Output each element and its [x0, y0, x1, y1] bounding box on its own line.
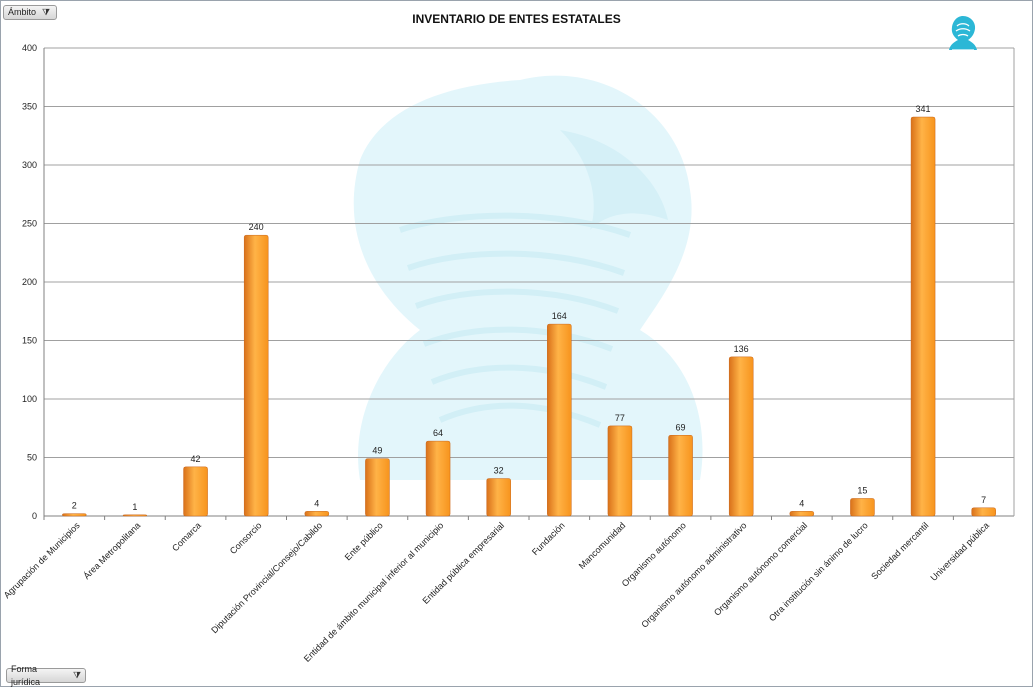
- y-tick-label: 350: [22, 102, 37, 112]
- filter-icon: ⧩: [42, 7, 51, 17]
- x-tick-label: Comarca: [170, 520, 203, 553]
- x-tick-label: Universidad pública: [928, 520, 991, 583]
- y-tick-label: 300: [22, 160, 37, 170]
- x-tick-label: Mancomunidad: [577, 520, 628, 571]
- bar: [62, 513, 87, 517]
- y-tick-label: 150: [22, 336, 37, 346]
- data-label: 240: [249, 222, 264, 232]
- bar: [425, 440, 451, 517]
- data-label: 1: [132, 502, 137, 512]
- y-tick-label: 200: [22, 277, 37, 287]
- gridlines: [43, 47, 1015, 520]
- ambito-filter-button[interactable]: Ámbito ⧩: [3, 5, 57, 20]
- data-label: 49: [372, 446, 382, 456]
- filter-icon: ⧩: [72, 670, 81, 680]
- x-tick-label: Entidad de ámbito municipal inferior al …: [302, 520, 446, 664]
- watermark-emblem: [353, 75, 703, 481]
- x-tick-label: Organismo autónomo: [620, 520, 688, 588]
- bar: [486, 478, 511, 517]
- data-label: 7: [981, 495, 986, 505]
- bar: [607, 425, 633, 517]
- bar: [365, 458, 390, 517]
- data-label: 77: [615, 413, 625, 423]
- y-tick-labels: 0 50 100 150 200 250 300 350 400: [22, 43, 37, 521]
- bar: [668, 435, 693, 517]
- bar: [122, 514, 148, 517]
- data-label: 15: [857, 485, 867, 495]
- ambito-filter-label: Ámbito: [8, 7, 37, 17]
- data-labels: 2 1 42 240 4 49 64 32 164 77 69 136 4 15 341 7: [72, 104, 986, 512]
- data-label: 64: [433, 428, 443, 438]
- bars: [62, 116, 996, 517]
- bar: [728, 356, 754, 517]
- data-label: 341: [916, 104, 931, 114]
- data-label: 4: [799, 498, 804, 508]
- bar: [789, 511, 815, 517]
- data-label: 32: [494, 466, 504, 476]
- bar: [304, 511, 330, 517]
- bar: [183, 466, 208, 517]
- x-tick-label: Fundación: [530, 520, 567, 557]
- x-tick-label: Agrupación de Municipios: [2, 520, 82, 600]
- bar: [850, 498, 875, 517]
- x-tick-label: Sociedad mercantil: [869, 520, 930, 581]
- x-tick-label: Área Metropolitana: [82, 520, 143, 581]
- x-tick-label: Organismo autónomo administrativo: [639, 520, 748, 629]
- bar: [910, 116, 936, 517]
- forma-juridica-filter-label: Forma jurídica: [11, 663, 41, 687]
- y-tick-label: 50: [27, 453, 37, 463]
- x-tick-label: Otra institución sin ánimo de lucro: [767, 520, 870, 623]
- y-tick-label: 100: [22, 394, 37, 404]
- data-label: 69: [676, 422, 686, 432]
- bar: [243, 234, 269, 517]
- x-tick-label: Consorcio: [228, 520, 264, 556]
- bar: [547, 323, 572, 517]
- y-tick-label: 0: [32, 511, 37, 521]
- x-tick-labels: Agrupación de Municipios Área Metropolita…: [2, 520, 991, 664]
- data-label: 164: [552, 311, 567, 321]
- bar: [971, 507, 996, 517]
- y-tick-label: 250: [22, 219, 37, 229]
- emblem-logo-icon: [949, 16, 977, 51]
- x-tick-label: Diputación Provincial/Consejo/Cabildo: [209, 520, 324, 635]
- y-tick-label: 400: [22, 43, 37, 53]
- x-tick-label: Ente público: [343, 520, 385, 562]
- forma-juridica-filter-button[interactable]: Forma jurídica ⧩: [6, 664, 86, 687]
- data-label: 4: [314, 498, 319, 508]
- data-label: 42: [191, 454, 201, 464]
- chart-title: INVENTARIO DE ENTES ESTATALES: [412, 12, 621, 26]
- data-label: 136: [734, 344, 749, 354]
- data-label: 2: [72, 501, 77, 511]
